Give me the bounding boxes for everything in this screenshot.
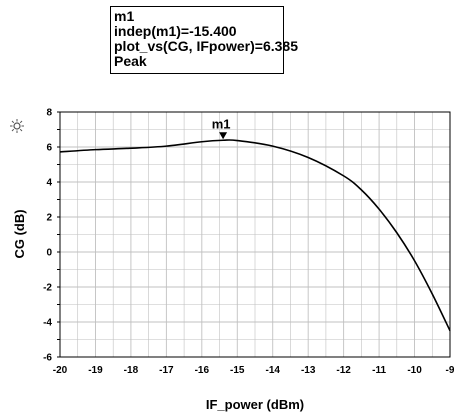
x-axis-title: IF_power (dBm) <box>206 397 304 412</box>
y-tick-labels: -6 -4 -2 0 2 4 6 8 <box>43 108 52 364</box>
plot-frame <box>59 111 451 358</box>
x-tick-label: -20 <box>53 365 68 376</box>
x-tick-label: -9 <box>446 365 454 376</box>
y-tick-label: 4 <box>46 178 52 189</box>
marker-m1-label: m1 <box>212 116 231 131</box>
x-tick-label: -10 <box>407 365 422 376</box>
y-tick-label: -6 <box>43 353 52 364</box>
x-tick-label: -19 <box>88 365 103 376</box>
y-tick-label: 6 <box>46 143 52 154</box>
x-tick-label: -14 <box>266 365 281 376</box>
marker-mode: Peak <box>114 53 147 69</box>
marker-name: m1 <box>114 8 135 24</box>
x-tick-label: -15 <box>230 365 245 376</box>
x-tick-label: -13 <box>301 365 316 376</box>
x-tick-label: -18 <box>124 365 139 376</box>
grid <box>57 111 450 358</box>
y-tick-label: 8 <box>46 108 52 119</box>
x-tick-label: -12 <box>336 365 351 376</box>
y-tick-label: 0 <box>46 248 52 259</box>
x-tick-label: -11 <box>372 365 386 376</box>
series-line <box>59 139 451 332</box>
x-tick-labels: -20 -19 -18 -17 -16 -15 -14 -13 -12 -11 -10 -9 <box>53 365 454 376</box>
y-tick-label: 2 <box>46 213 52 224</box>
x-tick-label: -17 <box>159 365 174 376</box>
settings-icon[interactable] <box>10 119 24 133</box>
y-tick-label: -2 <box>43 283 52 294</box>
marker-indep: indep(m1)=-15.400 <box>114 23 237 39</box>
marker-value: plot_vs(CG, IFpower)=6.385 <box>114 38 298 54</box>
x-tick-label: -16 <box>195 365 210 376</box>
marker-m1-triangle[interactable] <box>219 132 228 140</box>
marker-readout-box: m1 indep(m1)=-15.400 plot_vs(CG, IFpower… <box>110 6 298 74</box>
y-axis-title: CG (dB) <box>12 209 27 258</box>
y-tick-label: -4 <box>43 318 52 329</box>
